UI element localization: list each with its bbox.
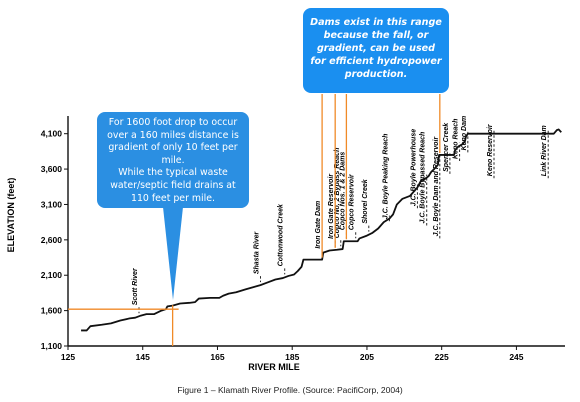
location-label: Keno Reservoir xyxy=(487,123,494,176)
gradient-callout: For 1600 foot drop to occur over a 160 m… xyxy=(97,112,249,208)
y-tick-label: 1,100 xyxy=(41,341,63,351)
y-tick-label: 2,100 xyxy=(41,270,63,280)
location-label: Cottonwood Creek xyxy=(278,203,285,266)
location-label: Copco Reservoir xyxy=(349,173,356,230)
x-tick-label: 145 xyxy=(136,352,150,362)
location-label: J.C. Boyle Peaking Reach xyxy=(382,134,389,220)
location-label: Iron Gate Reservoir xyxy=(328,173,335,239)
x-axis-label: RIVER MILE xyxy=(248,362,300,372)
hydropower-callout: Dams exist in this range because the fal… xyxy=(303,8,449,93)
location-label: J.C. Boyle Powerhouse xyxy=(410,129,417,207)
y-tick-label: 3,100 xyxy=(41,199,63,209)
gradient-callout-line-2: While the typical waste water/septic fie… xyxy=(110,167,236,204)
location-label: Link River Dam xyxy=(541,125,548,176)
gradient-callout-pointer xyxy=(163,207,183,300)
y-tick-label: 1,600 xyxy=(41,306,63,316)
gradient-callout-line-1: For 1600 foot drop to occur over a 160 m… xyxy=(107,117,239,166)
x-tick-label: 185 xyxy=(285,352,299,362)
location-label: Scott River xyxy=(132,267,139,305)
x-tick-label: 245 xyxy=(509,352,523,362)
location-label: Copco Nos. 1 & 2 Dams xyxy=(339,152,346,231)
location-label: J.C. Boyle Dam and Reservoir xyxy=(433,136,440,237)
location-label: Spencer Creek xyxy=(443,122,450,172)
y-tick-label: 2,600 xyxy=(41,235,63,245)
y-tick-label: 3,600 xyxy=(41,164,63,174)
x-tick-label: 165 xyxy=(210,352,224,362)
x-tick-label: 205 xyxy=(360,352,374,362)
hydropower-callout-text: Dams exist in this range because the fal… xyxy=(310,17,442,80)
location-label: Keno Dam xyxy=(461,116,468,151)
location-label: Shasta River xyxy=(253,230,260,274)
location-label: Iron Gate Dam xyxy=(315,201,322,249)
location-label: Keno Reach xyxy=(453,119,460,159)
figure-caption: Figure 1 – Klamath River Profile. (Sourc… xyxy=(177,385,403,395)
location-label: Shovel Creek xyxy=(362,178,369,223)
y-tick-label: 4,100 xyxy=(41,129,63,139)
location-label: J.C. Boyle Bypassed Reach xyxy=(420,132,427,224)
location-label: Copco No. 2 Bypass Reach xyxy=(334,148,341,239)
y-axis-label: ELEVATION (feet) xyxy=(6,178,16,253)
x-tick-label: 225 xyxy=(435,352,449,362)
x-tick-label: 125 xyxy=(61,352,75,362)
